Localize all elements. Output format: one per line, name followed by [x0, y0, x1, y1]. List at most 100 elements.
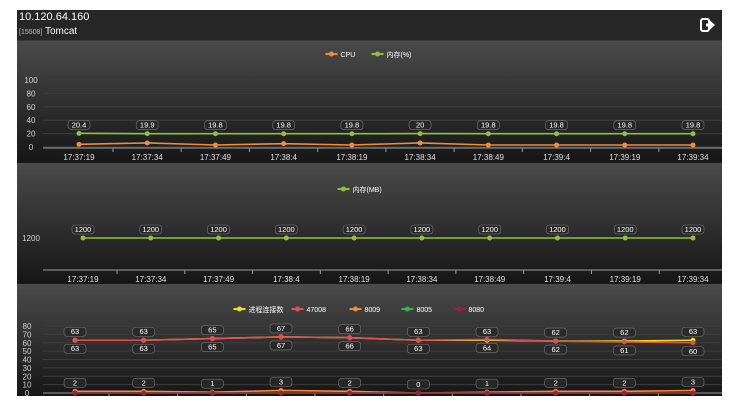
legend-label: CPU	[341, 52, 356, 59]
data-label: 1200	[346, 225, 363, 234]
app-subtitle: [15508] Tomcat	[19, 26, 77, 37]
data-label-bg	[546, 224, 569, 235]
data-label: 63	[139, 327, 147, 336]
data-label-bg	[340, 120, 364, 131]
data-label: 1	[210, 379, 214, 388]
y-tick-label: 20	[23, 372, 32, 381]
data-label-bg	[475, 378, 499, 389]
y-tick-label: 50	[23, 347, 32, 356]
data-point	[281, 141, 287, 147]
y-tick-label: 80	[23, 322, 32, 331]
cpu-memory-chart: 0 20 40 60 80 100 17:37:19 17:37:34 17:37:49 17:3…	[17, 41, 722, 162]
data-point	[209, 390, 215, 396]
data-point	[690, 235, 696, 241]
data-label-bg	[204, 120, 227, 131]
data-point	[415, 337, 421, 343]
data-point	[553, 338, 559, 344]
data-point	[144, 131, 150, 137]
data-point	[72, 337, 78, 343]
data-point	[621, 339, 627, 345]
data-label: 19.8	[208, 121, 223, 130]
data-label-bg	[132, 378, 155, 388]
host-address: 10.120.64.160	[19, 11, 90, 23]
data-point	[484, 390, 490, 396]
data-label: 62	[620, 328, 628, 337]
data-label-bg	[545, 120, 568, 131]
data-point	[283, 235, 289, 241]
data-label: 1200	[278, 225, 295, 234]
data-point	[349, 131, 355, 137]
data-label-bg	[475, 326, 499, 337]
data-label: 1200	[142, 225, 159, 234]
y-tick-label: 1200	[22, 234, 40, 243]
data-label: 1200	[414, 225, 431, 234]
legend-marker	[341, 186, 346, 192]
data-label-bg	[272, 120, 295, 131]
data-point	[622, 235, 628, 241]
sign-out-icon[interactable]	[700, 17, 716, 33]
data-point	[622, 142, 628, 148]
data-label-bg	[269, 323, 293, 334]
x-tick-label: 17:37:19	[67, 275, 99, 283]
y-tick-label: 10	[23, 381, 32, 390]
data-point	[485, 142, 491, 148]
legend-marker	[375, 51, 380, 57]
chart-background	[17, 41, 722, 162]
data-point	[216, 235, 222, 241]
data-point	[144, 140, 150, 146]
x-tick-label: 17:38:49	[474, 275, 506, 283]
data-label: 2	[554, 378, 558, 387]
data-label-bg	[407, 379, 430, 390]
series-line	[75, 389, 694, 394]
data-label: 3	[279, 377, 283, 386]
data-label-bg	[681, 326, 705, 337]
data-label-bg	[207, 224, 230, 235]
x-tick-label: 17:38:19	[339, 275, 371, 283]
y-tick-label: 0	[25, 389, 30, 396]
data-label-bg	[139, 224, 163, 235]
data-point	[351, 235, 357, 241]
data-label: 60	[689, 347, 697, 356]
data-point	[76, 130, 82, 136]
data-point	[417, 140, 423, 146]
data-point	[347, 335, 353, 341]
data-label: 20.4	[72, 120, 87, 129]
data-point	[417, 131, 423, 137]
data-point	[554, 235, 560, 241]
data-point	[148, 235, 154, 241]
data-label: 19.8	[549, 121, 564, 130]
data-label: 66	[345, 325, 353, 334]
data-label-bg	[544, 344, 567, 355]
data-label: 2	[622, 378, 626, 387]
data-label-bg	[477, 120, 500, 131]
data-point	[487, 235, 493, 241]
data-label: 1200	[685, 225, 702, 234]
data-label-bg	[613, 345, 636, 356]
series-line	[78, 142, 693, 146]
legend-marker	[329, 51, 334, 57]
data-label: 63	[71, 327, 79, 336]
connections-chart: 0102030405060708017:37:1917:37:3417:37:4…	[17, 284, 722, 396]
data-label-bg	[613, 120, 637, 131]
data-label-bg	[63, 326, 87, 337]
data-label-bg	[132, 343, 155, 354]
x-tick-label: 17:38:4	[270, 153, 297, 162]
data-label-bg	[681, 120, 705, 131]
data-label: 63	[689, 327, 697, 336]
legend-label: 8080	[469, 307, 485, 314]
data-label-bg	[613, 224, 637, 235]
data-label-bg	[338, 341, 361, 352]
data-label: 19.8	[617, 121, 632, 130]
x-tick-label: 17:37:49	[203, 275, 235, 283]
legend-marker	[405, 306, 410, 312]
x-tick-label: 17:37:19	[63, 153, 95, 162]
legend-label: 内存(%)	[387, 50, 412, 59]
data-label: 19.8	[276, 121, 291, 130]
x-tick-label: 17:39:19	[609, 153, 641, 162]
data-label-bg	[63, 343, 87, 354]
data-label: 2	[142, 378, 146, 387]
data-point	[141, 337, 147, 343]
y-tick-label: 70	[23, 330, 32, 339]
data-label: 2	[348, 378, 352, 387]
memory-mb-chart: 1200 17:37:19 17:37:34 17:37:49 17:38:4 17:38…	[17, 163, 722, 283]
